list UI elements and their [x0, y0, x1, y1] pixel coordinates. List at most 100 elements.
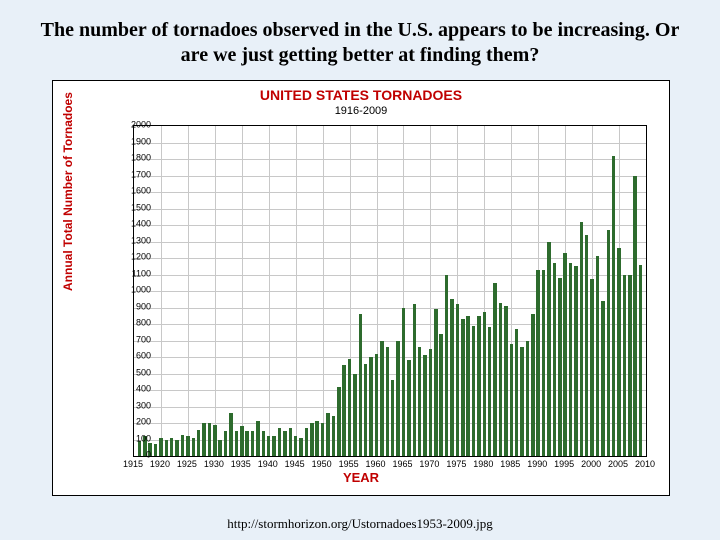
bar	[472, 326, 476, 456]
gridline-h	[134, 192, 646, 193]
y-tick-label: 200	[121, 418, 151, 427]
bar	[235, 431, 239, 456]
x-tick-label: 1930	[204, 459, 224, 469]
bar	[315, 421, 319, 456]
bar	[192, 438, 196, 456]
bar	[208, 423, 212, 456]
bar	[536, 270, 540, 456]
bar	[218, 440, 222, 456]
bar	[283, 431, 287, 456]
bar	[256, 421, 260, 456]
bar	[466, 316, 470, 456]
bar	[563, 253, 567, 456]
bar	[305, 428, 309, 456]
bar	[289, 428, 293, 456]
bar	[499, 303, 503, 456]
x-tick-label: 1920	[150, 459, 170, 469]
y-tick-label: 1200	[121, 253, 151, 262]
bar	[596, 256, 600, 456]
x-tick-label: 1990	[527, 459, 547, 469]
chart-title: UNITED STATES TORNADOES	[53, 87, 669, 103]
y-tick-label: 500	[121, 368, 151, 377]
x-tick-label: 1965	[392, 459, 412, 469]
bar	[197, 430, 201, 456]
x-tick-label: 1970	[419, 459, 439, 469]
bar	[612, 156, 616, 456]
x-tick-label: 1980	[473, 459, 493, 469]
bar	[553, 263, 557, 456]
bar	[348, 359, 352, 456]
bar	[380, 341, 384, 457]
bar	[439, 334, 443, 456]
bar	[396, 341, 400, 457]
bar	[607, 230, 611, 456]
bar	[181, 435, 185, 456]
bar	[186, 436, 190, 456]
bar	[402, 308, 406, 457]
bar	[526, 341, 530, 457]
bar	[413, 304, 417, 456]
x-tick-label: 1935	[231, 459, 251, 469]
x-tick-label: 1915	[123, 459, 143, 469]
y-tick-label: 1500	[121, 203, 151, 212]
bar	[170, 438, 174, 456]
bar	[617, 248, 621, 456]
x-tick-label: 1975	[446, 459, 466, 469]
bar	[375, 354, 379, 456]
gridline-h	[134, 143, 646, 144]
x-tick-label: 1995	[554, 459, 574, 469]
gridline-h	[134, 209, 646, 210]
y-tick-label: 1100	[121, 269, 151, 278]
gridline-v	[161, 126, 162, 456]
bar	[450, 299, 454, 456]
bar	[386, 347, 390, 456]
bar	[299, 438, 303, 456]
slide-heading: The number of tornadoes observed in the …	[0, 0, 720, 74]
bar	[574, 266, 578, 456]
y-tick-label: 1000	[121, 286, 151, 295]
bar	[531, 314, 535, 456]
x-tick-label: 1940	[258, 459, 278, 469]
bar	[628, 275, 632, 457]
x-tick-label: 2005	[608, 459, 628, 469]
bar	[580, 222, 584, 456]
gridline-h	[134, 242, 646, 243]
x-tick-label: 2010	[635, 459, 655, 469]
x-axis-label: YEAR	[53, 470, 669, 485]
bar	[590, 279, 594, 456]
bar	[310, 423, 314, 456]
slide: The number of tornadoes observed in the …	[0, 0, 720, 540]
gridline-h	[134, 176, 646, 177]
y-tick-label: 2000	[121, 121, 151, 130]
y-tick-label: 800	[121, 319, 151, 328]
bar	[391, 380, 395, 456]
bar	[542, 270, 546, 456]
y-tick-label: 600	[121, 352, 151, 361]
bar	[175, 440, 179, 457]
x-tick-label: 2000	[581, 459, 601, 469]
bar	[407, 360, 411, 456]
bar	[251, 431, 255, 456]
bar	[278, 428, 282, 456]
bar	[639, 265, 643, 456]
bar	[262, 431, 266, 456]
bar	[165, 440, 169, 457]
chart-subtitle: 1916-2009	[53, 105, 669, 117]
plot-area	[133, 125, 647, 457]
bar	[569, 263, 573, 456]
bar	[601, 301, 605, 456]
chart-container: UNITED STATES TORNADOES 1916-2009 Annual…	[52, 80, 670, 496]
gridline-v	[296, 126, 297, 456]
y-tick-label: 700	[121, 335, 151, 344]
bar	[510, 344, 514, 456]
bar	[547, 242, 551, 457]
gridline-v	[188, 126, 189, 456]
bar	[434, 309, 438, 456]
bar	[332, 416, 336, 456]
bar	[353, 374, 357, 457]
y-tick-label: 900	[121, 302, 151, 311]
bar	[267, 436, 271, 456]
bar	[520, 347, 524, 456]
gridline-v	[323, 126, 324, 456]
bar	[337, 387, 341, 456]
